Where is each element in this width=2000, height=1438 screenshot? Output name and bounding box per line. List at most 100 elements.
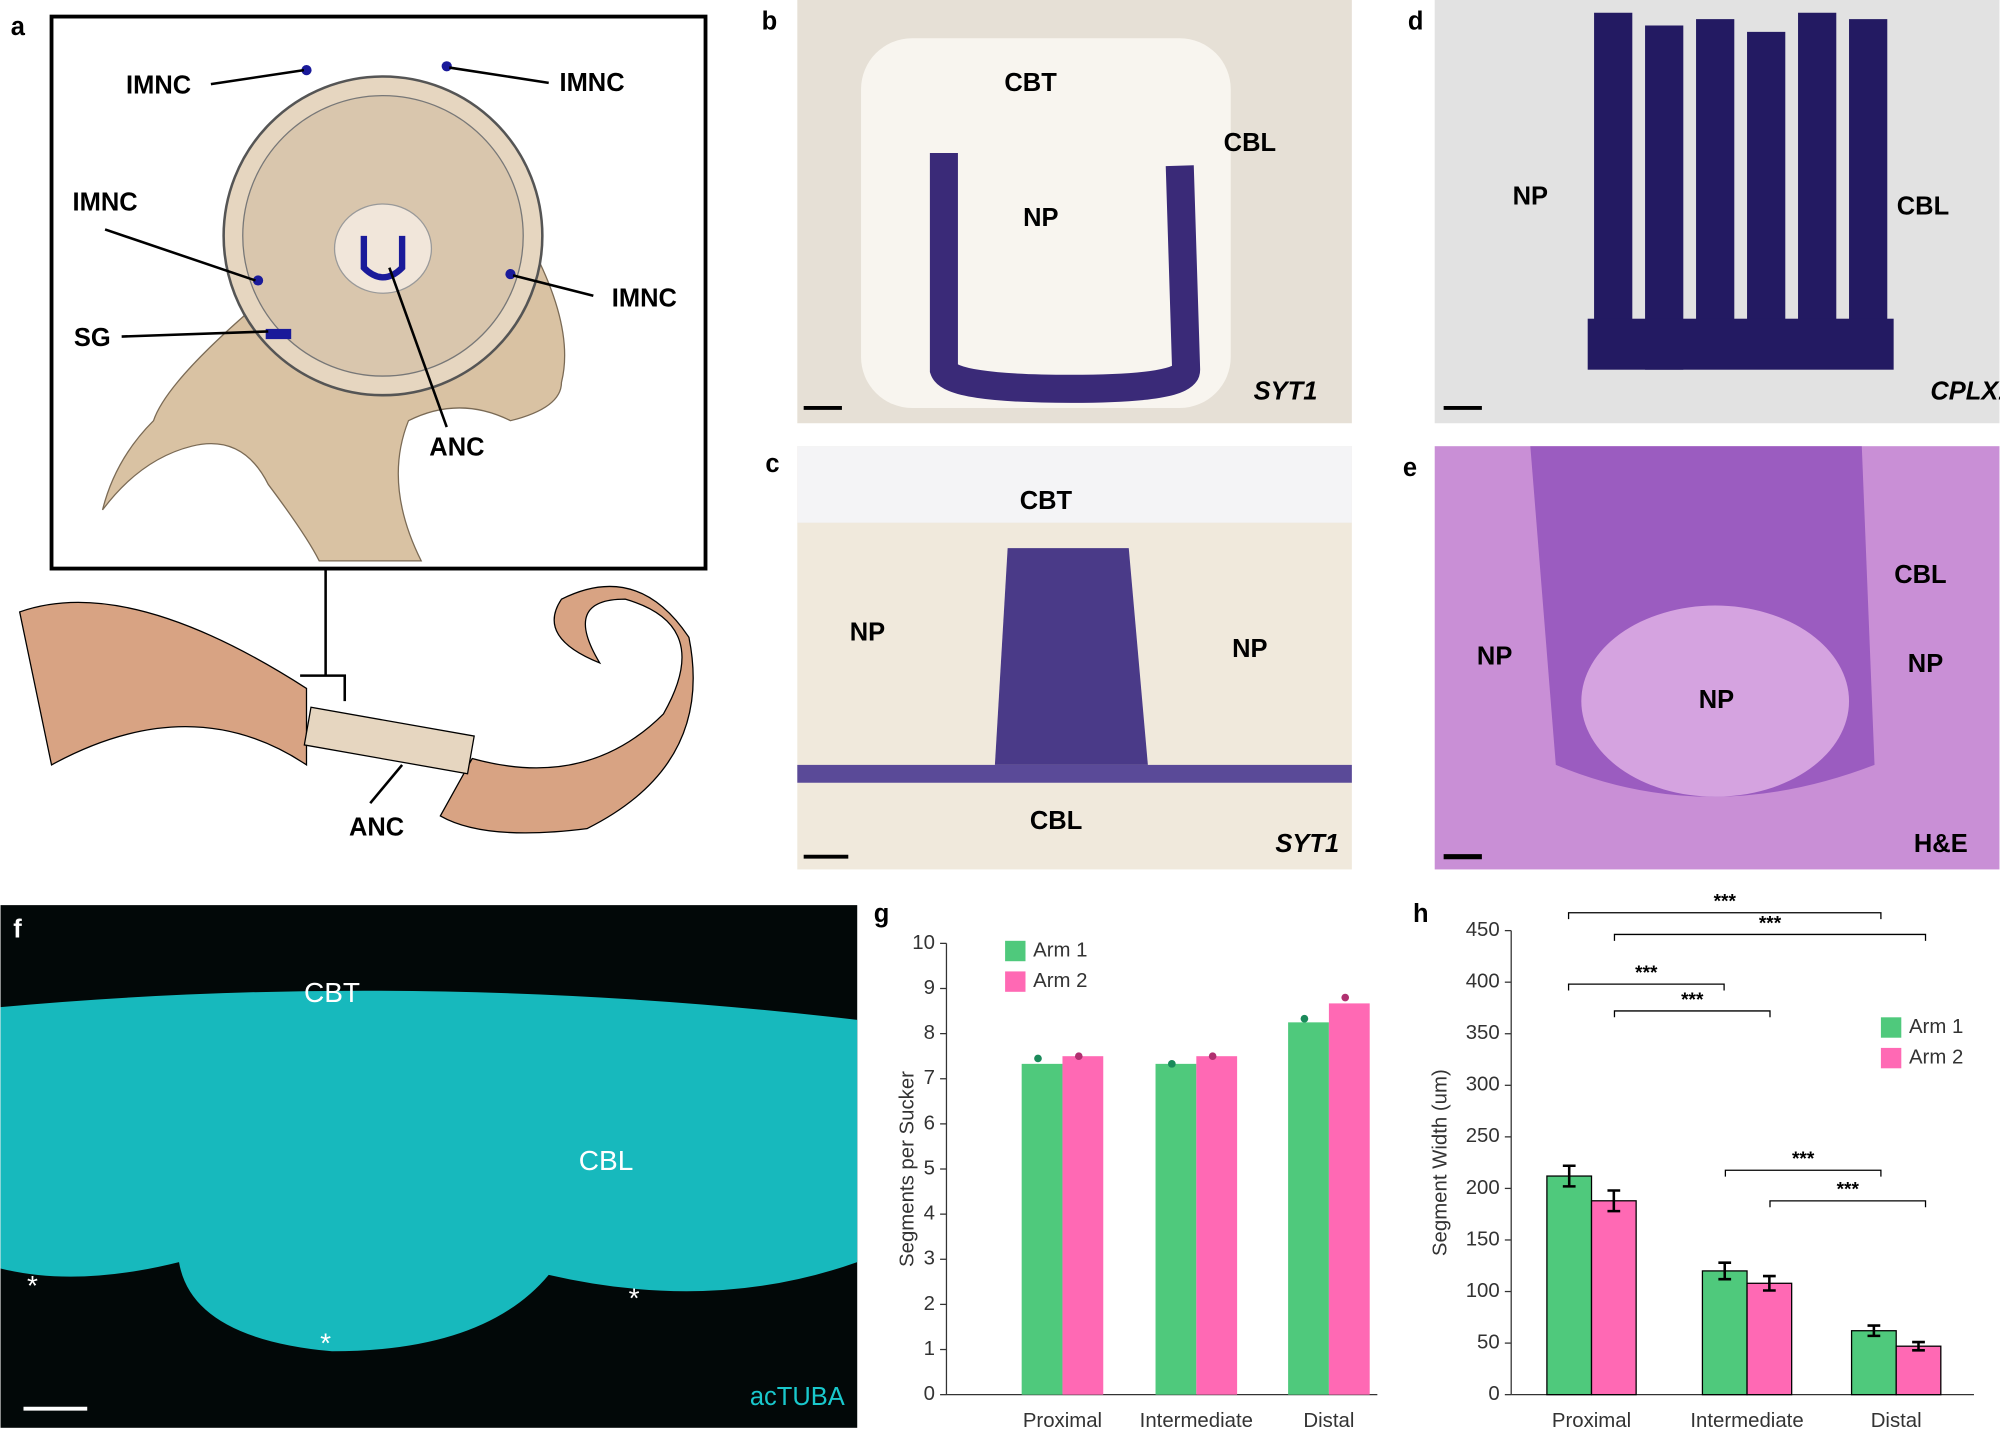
panel-d-stripes xyxy=(1587,12,1894,370)
legend-swatch xyxy=(1880,1017,1902,1038)
arm-right xyxy=(439,585,694,834)
bar xyxy=(1288,1022,1329,1395)
anc-tube xyxy=(303,706,475,775)
significance-label: *** xyxy=(1837,1180,1860,1201)
significance-bracket xyxy=(1613,933,1927,941)
significance-bracket xyxy=(1567,983,1725,991)
bar xyxy=(1895,1345,1942,1396)
panel-letter: a xyxy=(11,13,26,41)
panel-label: NP xyxy=(1908,650,1943,678)
bar xyxy=(1701,1270,1748,1396)
stain-label: CPLX1 xyxy=(1930,377,2000,405)
significance-bracket xyxy=(1724,1169,1882,1177)
error-bar xyxy=(1718,1261,1732,1281)
x-tick-label: Distal xyxy=(1303,1410,1354,1432)
significance-label: *** xyxy=(1792,1149,1815,1170)
y-tick-label: 250 xyxy=(1466,1125,1500,1147)
panel-label: CBL xyxy=(579,1145,634,1176)
sg-marker xyxy=(265,328,292,340)
panel-letter: e xyxy=(1403,454,1417,482)
y-tick-label: 4 xyxy=(924,1203,935,1225)
panel-label: CBL xyxy=(1894,561,1946,589)
x-tick-label: Proximal xyxy=(1023,1410,1102,1432)
data-point xyxy=(1168,1060,1176,1068)
panel-letter: c xyxy=(765,450,779,478)
x-tick-label: Intermediate xyxy=(1140,1410,1253,1432)
anc-marker xyxy=(360,235,406,281)
bar xyxy=(1546,1175,1593,1396)
y-tick-label: 7 xyxy=(924,1067,935,1089)
panel-label: SG xyxy=(74,324,111,352)
x-tick-label: Proximal xyxy=(1552,1410,1631,1432)
legend-label: Arm 2 xyxy=(1033,970,1087,992)
panel-label: CBT xyxy=(1020,487,1073,515)
panel-label: CBT xyxy=(304,977,360,1008)
panel-label: * xyxy=(629,1283,640,1314)
panel-b-stain xyxy=(929,152,1201,403)
y-tick-label: 300 xyxy=(1466,1074,1500,1096)
panel-c-stain xyxy=(994,548,1148,765)
significance-bracket xyxy=(1769,1200,1927,1208)
bracket xyxy=(300,674,347,702)
significance-bracket xyxy=(1613,1010,1771,1018)
panel-label: IMNC xyxy=(612,284,677,312)
x-tick-label: Distal xyxy=(1871,1410,1922,1432)
panel-label: IMNC xyxy=(559,69,624,97)
significance-label: *** xyxy=(1759,913,1782,934)
panel-c-top xyxy=(797,446,1352,523)
y-tick-label: 3 xyxy=(924,1248,935,1270)
imnc-dot xyxy=(505,268,516,280)
panel-label: NP xyxy=(850,618,885,646)
panel-label: CBL xyxy=(1030,807,1082,835)
error-bar xyxy=(1762,1274,1776,1292)
panel-label: * xyxy=(27,1270,38,1301)
significance-label: *** xyxy=(1635,963,1658,984)
y-tick-label: 9 xyxy=(924,977,935,999)
legend-label: Arm 2 xyxy=(1909,1046,1963,1068)
panel-letter: f xyxy=(13,915,22,943)
panel-label: NP xyxy=(1699,686,1734,714)
y-tick-label: 1 xyxy=(924,1338,935,1360)
error-bar xyxy=(1562,1164,1576,1188)
bar xyxy=(1062,1056,1104,1395)
x-tick-label: Intermediate xyxy=(1690,1410,1803,1432)
stain-label: SYT1 xyxy=(1254,377,1318,405)
y-tick-label: 2 xyxy=(924,1293,935,1315)
y-tick-label: 8 xyxy=(924,1022,935,1044)
bar xyxy=(1021,1063,1063,1395)
error-bar xyxy=(1912,1340,1925,1352)
y-tick-label: 400 xyxy=(1466,971,1500,993)
y-tick-label: 350 xyxy=(1466,1022,1500,1044)
anc-outline xyxy=(333,203,433,294)
y-tick-label: 0 xyxy=(1488,1383,1499,1405)
panel-letter: g xyxy=(874,900,890,928)
stain-label: SYT1 xyxy=(1275,830,1339,858)
panel-label: ANC xyxy=(429,433,484,461)
panel-label: NP xyxy=(1513,182,1548,210)
y-tick-label: 50 xyxy=(1477,1331,1500,1353)
data-point xyxy=(1300,1014,1309,1023)
legend-label: Arm 1 xyxy=(1909,1016,1963,1038)
y-axis-label: Segment Width (um) xyxy=(1429,1069,1451,1256)
panel-label: CBL xyxy=(1224,129,1276,157)
imnc-dot xyxy=(252,275,264,286)
panel-label: IMNC xyxy=(126,71,191,99)
arm-left xyxy=(18,601,308,767)
bar xyxy=(1746,1282,1793,1396)
data-point xyxy=(1074,1052,1083,1061)
legend-swatch xyxy=(1005,940,1026,962)
y-tick-label: 200 xyxy=(1466,1177,1500,1199)
panel-label: NP xyxy=(1023,204,1058,232)
y-axis-label: Segments per Sucker xyxy=(897,1071,919,1267)
data-point xyxy=(1034,1054,1042,1063)
y-tick-label: 5 xyxy=(924,1157,935,1179)
panel-label: NP xyxy=(1477,643,1512,671)
y-tick-label: 150 xyxy=(1466,1228,1500,1250)
bar xyxy=(1196,1056,1238,1395)
y-tick-label: 10 xyxy=(912,932,935,954)
bar xyxy=(1590,1200,1637,1396)
panel-letter: b xyxy=(762,8,778,36)
significance-label: *** xyxy=(1714,892,1737,913)
panel-label: CBL xyxy=(1897,193,1949,221)
